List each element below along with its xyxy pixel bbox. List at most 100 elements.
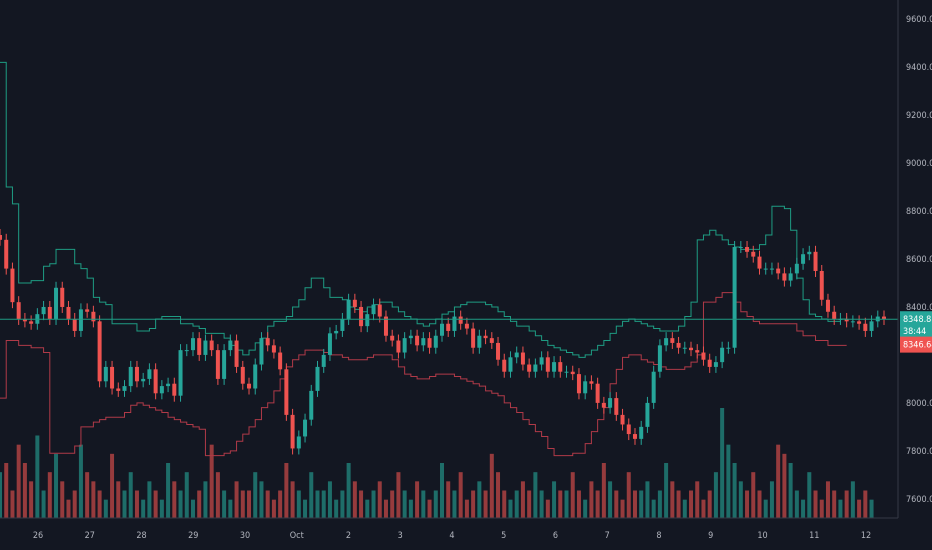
candle-body <box>371 304 376 315</box>
candle-body <box>857 321 862 324</box>
candle-body <box>253 364 258 389</box>
candle <box>346 293 351 325</box>
candle-body <box>159 386 164 394</box>
candle-body <box>247 383 252 389</box>
volume-bar <box>657 490 662 518</box>
volume-bar <box>54 453 59 518</box>
candle-body <box>402 338 407 353</box>
candle-body <box>240 366 245 384</box>
volume-bar <box>427 499 432 518</box>
candle-body <box>477 335 482 348</box>
volume-bar <box>464 499 469 518</box>
volume-bar <box>869 499 874 518</box>
volume-bar <box>383 499 388 518</box>
volume-bar <box>315 490 320 518</box>
candle-body <box>726 347 731 349</box>
volume-bar <box>309 472 314 518</box>
candle <box>402 332 407 359</box>
candle <box>334 324 339 340</box>
candle <box>72 312 77 337</box>
volume-bar <box>807 472 812 518</box>
candle-body <box>290 414 295 449</box>
volume-bar <box>844 490 849 518</box>
candle <box>147 363 152 385</box>
candle <box>228 334 233 357</box>
candle <box>290 408 295 455</box>
volume-bar <box>620 499 625 518</box>
candle <box>682 341 687 354</box>
candle-body <box>626 424 631 435</box>
candle-body <box>664 338 669 346</box>
candle <box>720 341 725 369</box>
candle-body <box>296 436 301 449</box>
candle-body <box>769 268 774 270</box>
volume-bar <box>838 499 843 518</box>
volume-bar <box>184 472 189 518</box>
time-axis[interactable]: 26 27 28 29 30 Oct 2 3 4 5 6 7 8 9 10 11 12 <box>33 531 871 541</box>
candle-body <box>863 323 868 331</box>
volume-bar <box>352 481 357 518</box>
candle-body <box>558 362 563 372</box>
volume-bar <box>570 472 575 518</box>
time-tick-label: 6 <box>553 531 558 541</box>
candle-body <box>16 302 21 319</box>
candle-body <box>408 335 413 339</box>
candle <box>309 384 314 426</box>
volume-bar <box>72 490 77 518</box>
volume-bar <box>632 490 637 518</box>
candle-body <box>620 414 625 425</box>
candle <box>265 332 270 352</box>
candle <box>695 344 700 359</box>
candle-body <box>359 306 364 327</box>
candle-body <box>278 352 283 370</box>
candle-body <box>327 333 332 355</box>
candle-body <box>303 419 308 437</box>
candle <box>134 360 139 388</box>
candle <box>645 396 650 433</box>
price-tick-label: 7600.00 <box>906 495 932 505</box>
candle-body <box>334 330 339 334</box>
candle-body <box>153 369 158 394</box>
price-axis[interactable]: 9600.00 9400.00 9200.00 9000.00 8800.00 8600.… <box>906 15 932 505</box>
volume-bar <box>745 490 750 518</box>
candle-body <box>788 273 793 281</box>
candle-body <box>116 388 121 391</box>
candle-body <box>72 318 77 331</box>
volume-bar <box>676 490 681 518</box>
volume-bar <box>396 472 401 518</box>
volume-bar <box>334 499 339 518</box>
volume-bar <box>359 490 364 518</box>
candle <box>303 413 308 443</box>
candle <box>197 332 202 361</box>
candle <box>732 241 737 354</box>
candle <box>745 241 750 258</box>
candle-body <box>91 311 96 322</box>
candle-body <box>651 371 656 403</box>
candle <box>564 365 569 378</box>
volume-bar <box>564 490 569 518</box>
candle <box>54 281 59 325</box>
candle <box>433 329 438 354</box>
time-tick-label: 26 <box>33 531 43 541</box>
volume-bar <box>116 481 121 518</box>
candle-body <box>352 299 357 307</box>
candle-body <box>882 316 886 319</box>
volume-bar <box>477 481 482 518</box>
candle-body <box>184 350 189 352</box>
candle-body <box>41 306 46 315</box>
volume-bar <box>433 490 438 518</box>
candle <box>651 365 656 409</box>
volume-bar <box>850 481 855 518</box>
volume-bar <box>66 499 71 518</box>
candle-body <box>807 251 812 255</box>
candle <box>626 418 631 441</box>
candle <box>128 360 133 393</box>
candle <box>689 341 694 357</box>
candle-body <box>29 321 34 324</box>
candle-body <box>259 338 264 365</box>
candle <box>365 308 370 333</box>
candle-body <box>689 347 694 351</box>
time-tick-label: 2 <box>346 531 351 541</box>
candle-body <box>632 434 637 439</box>
